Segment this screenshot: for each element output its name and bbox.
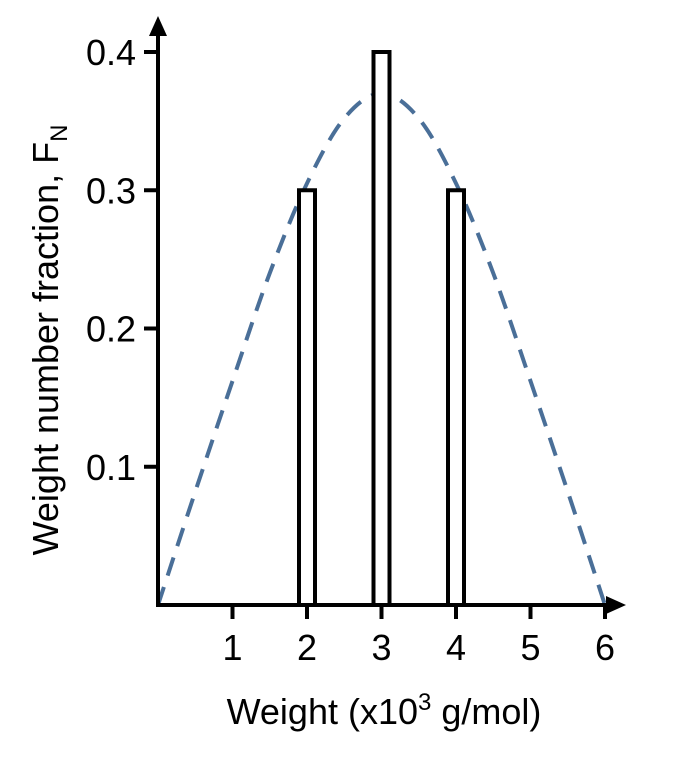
y-axis-title-subscript: N [46, 125, 73, 142]
tick-labels-layer: 1 2 3 4 5 6 0.1 0.2 0.3 0.4 [86, 32, 615, 668]
x-axis-title-unit: g/mol) [431, 691, 541, 732]
y-axis-title: Weight number fraction, FN [25, 125, 73, 556]
bar-weight-2 [297, 188, 317, 607]
x-tick-label-5: 5 [520, 627, 540, 668]
bar-weight-3 [371, 50, 392, 607]
x-tick-label-2: 2 [297, 627, 317, 668]
y-tick-label-0-3: 0.3 [86, 170, 136, 211]
y-axis-arrow-icon [149, 16, 167, 36]
bars-layer [297, 50, 466, 607]
x-axis-title-main: Weight (x10 [227, 691, 418, 732]
x-axis-arrow-icon [606, 596, 626, 614]
x-axis-title-superscript: 3 [418, 689, 431, 716]
ticks-layer [144, 50, 607, 619]
y-tick-label-0-1: 0.1 [86, 447, 136, 488]
x-tick-label-1: 1 [222, 627, 242, 668]
bar-weight-4 [446, 188, 466, 607]
y-tick-label-0-4: 0.4 [86, 32, 136, 73]
x-tick-label-4: 4 [446, 627, 466, 668]
x-tick-label-6: 6 [595, 627, 615, 668]
y-axis-title-main: Weight number fraction, F [25, 142, 66, 556]
x-tick-label-3: 3 [371, 627, 391, 668]
y-tick-label-0-2: 0.2 [86, 309, 136, 350]
x-axis-title: Weight (x103 g/mol) [227, 689, 542, 732]
